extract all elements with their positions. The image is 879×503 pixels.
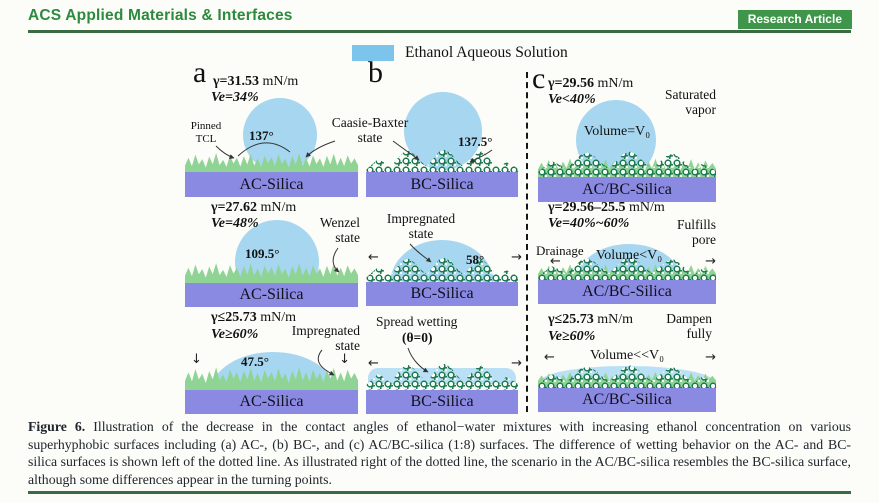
- volume-label: Volume<<V₀: [589, 348, 665, 363]
- figure-caption-text: Illustration of the decrease in the cont…: [28, 419, 851, 487]
- contact-angle-label: 137°: [249, 128, 274, 143]
- contact-angle-label: 137.5°: [458, 134, 493, 149]
- beads-texture: [366, 257, 518, 284]
- figure-caption-label: Figure 6.: [28, 419, 86, 434]
- silica-bar: BC-Silica: [366, 172, 518, 197]
- panel-b-row3: Spread wetting (θ=0) ← → BC-Silica: [362, 306, 522, 416]
- panel-b-row2: Impregnated state 58° ← → BC-Silica: [362, 198, 522, 308]
- research-article-badge: Research Article: [737, 10, 852, 29]
- surface-tension-label: γ=27.62 mN/m: [211, 200, 297, 215]
- legend-label: Ethanol Aqueous Solution: [405, 44, 568, 61]
- journal-title: ACS Applied Materials & Interfaces: [28, 7, 293, 24]
- wenzel-state-annotation: Wenzel state: [319, 215, 360, 245]
- dashed-divider: [526, 72, 528, 412]
- spread-wetting-annotation: Spread wetting: [376, 314, 458, 329]
- down-arrow-icon: ↓: [191, 352, 202, 367]
- cassie-baxter-annotation: Caasie-Baxter state: [331, 115, 409, 145]
- surface-label: AC/BC-Silica: [582, 391, 672, 408]
- panel-a-row3: γ≤25.73 mN/m Ve≥60% Impregnated state 47.…: [183, 306, 360, 416]
- volume-label: Volume<V₀: [595, 248, 663, 263]
- silica-bar: AC/BC-Silica: [538, 280, 716, 304]
- right-arrow-icon: →: [511, 250, 522, 265]
- surface-label: AC-Silica: [239, 393, 304, 410]
- contact-angle-label: 109.5°: [245, 246, 280, 261]
- ethanol-fraction-label: Ve=40%~60%: [548, 216, 630, 231]
- silica-bar: AC-Silica: [185, 390, 358, 414]
- ethanol-fraction-label: Ve=34%: [211, 90, 259, 105]
- volume-label: Volume=V₀: [583, 124, 651, 139]
- contact-angle-label: 47.5°: [241, 354, 269, 369]
- figure-caption: Figure 6. Illustration of the decrease i…: [28, 418, 851, 488]
- surface-tension-label: γ=29.56–25.5 mN/m: [548, 200, 665, 215]
- ethanol-fraction-label: Ve<40%: [548, 92, 596, 107]
- right-arrow-icon: →: [511, 356, 522, 371]
- panel-c-row3: γ≤25.73 mN/m Ve≥60% Dampen fully Volume<<…: [536, 306, 718, 414]
- panel-b-label: b: [368, 56, 383, 89]
- ethanol-solution-swatch: [352, 45, 394, 61]
- panel-a-row2: γ=27.62 mN/m Ve=48% 109.5° Wenzel state A…: [183, 198, 360, 308]
- surface-label: BC-Silica: [410, 175, 474, 193]
- dampen-fully-annotation: Dampen fully: [666, 311, 712, 341]
- pinned-tcl-annotation: Pinned TCL: [190, 120, 222, 145]
- surface-tension-label: γ≤25.73 mN/m: [548, 312, 634, 327]
- silica-bar: AC/BC-Silica: [538, 177, 716, 202]
- surface-label: AC-Silica: [239, 286, 304, 303]
- ethanol-fraction-label: Ve≥60%: [211, 327, 259, 342]
- right-arrow-icon: →: [705, 254, 716, 269]
- contact-angle-label: 58°: [466, 252, 485, 267]
- saturated-vapor-annotation: Saturated vapor: [665, 87, 716, 117]
- right-arrow-icon: →: [705, 350, 716, 365]
- left-arrow-icon: ←: [544, 350, 555, 365]
- surface-label: AC/BC-Silica: [582, 283, 672, 300]
- left-arrow-icon: ←: [368, 250, 379, 265]
- impregnated-state-annotation: Impregnated state: [386, 211, 456, 241]
- panel-c-row2: γ=29.56–25.5 mN/m Ve=40%~60% Fulfills por…: [536, 198, 718, 306]
- figure-legend: Ethanol Aqueous Solution: [352, 44, 568, 62]
- silica-bar: BC-Silica: [366, 282, 518, 306]
- theta-zero-annotation: (θ=0): [402, 330, 433, 345]
- surface-tension-label: γ≤25.73 mN/m: [211, 310, 297, 325]
- panel-c-row1: c γ=29.56 mN/m Ve<40% Saturated vapor Vol…: [532, 64, 718, 202]
- silica-bar: BC-Silica: [366, 390, 518, 414]
- impregnated-state-annotation: Impregnated state: [291, 323, 360, 353]
- ethanol-fraction-label: Ve=48%: [211, 216, 259, 231]
- silica-bar: AC/BC-Silica: [538, 388, 716, 412]
- left-arrow-icon: ←: [368, 356, 379, 371]
- panel-a-row1: a γ=31.53 mN/m Ve=34% Pinned TCL 137° AC-…: [183, 58, 360, 198]
- surface-label: AC-Silica: [239, 175, 304, 193]
- surface-tension-label: γ=29.56 mN/m: [548, 76, 634, 91]
- down-arrow-icon: ↓: [339, 352, 350, 367]
- fulfills-pore-annotation: Fulfills pore: [676, 217, 716, 247]
- silica-bar: AC-Silica: [185, 172, 358, 197]
- drainage-annotation: Drainage: [536, 243, 584, 258]
- ethanol-fraction-label: Ve≥60%: [548, 329, 596, 344]
- panel-a-label: a: [193, 56, 207, 89]
- left-arrow-icon: ←: [550, 254, 561, 269]
- panel-c-label: c: [532, 62, 546, 95]
- surface-label: BC-Silica: [410, 393, 474, 410]
- panel-b-row1: b 137.5° BC-Silica: [362, 58, 522, 198]
- header-divider: [28, 30, 851, 33]
- surface-label: AC/BC-Silica: [582, 180, 672, 198]
- silica-bar: AC-Silica: [185, 283, 358, 307]
- surface-label: BC-Silica: [410, 285, 474, 302]
- surface-tension-label: γ=31.53 mN/m: [213, 74, 299, 89]
- footer-divider: [28, 491, 851, 494]
